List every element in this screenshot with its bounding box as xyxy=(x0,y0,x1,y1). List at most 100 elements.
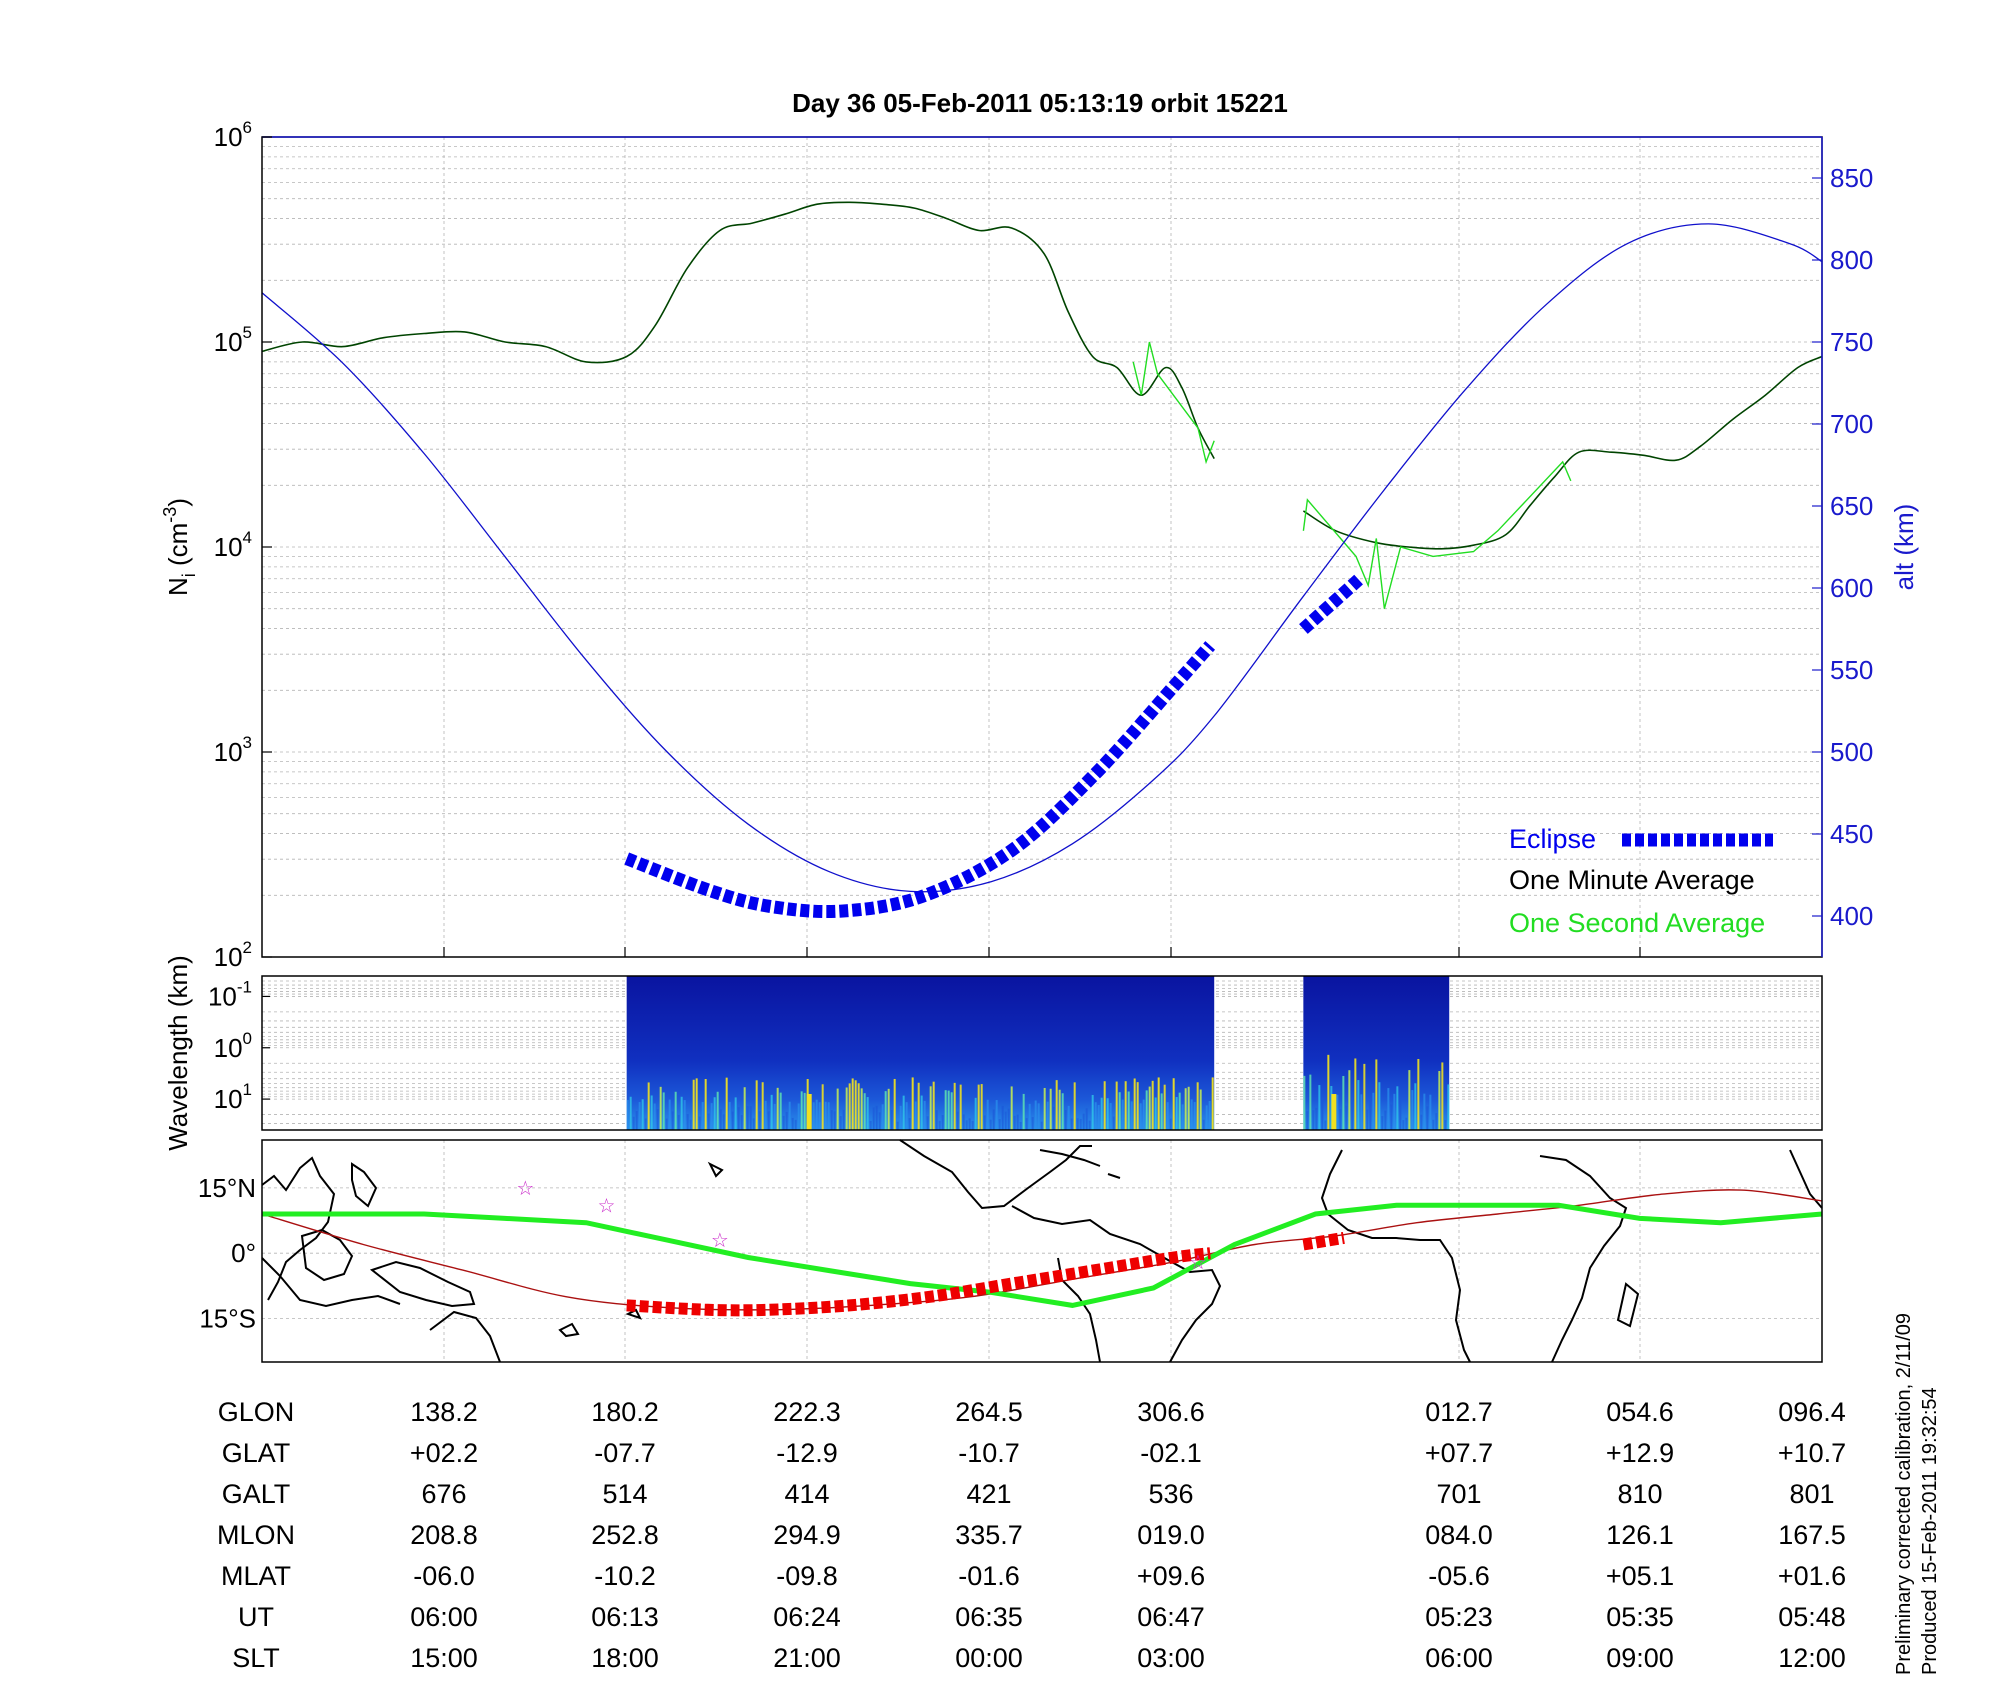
spectrogram-streak xyxy=(1124,1081,1127,1130)
spectrogram-streak xyxy=(1010,1086,1013,1130)
density-tick-base: 10 xyxy=(214,737,243,767)
spectrogram-streak xyxy=(1309,1074,1312,1130)
eclipse-map-marker xyxy=(1302,1231,1345,1251)
spectrogram-streak xyxy=(881,1104,884,1130)
ephemeris-cell: +12.9 xyxy=(1606,1438,1674,1468)
spectrogram-streak xyxy=(629,1096,632,1130)
ephemeris-cell: -10.7 xyxy=(958,1438,1020,1468)
spectrogram-streak xyxy=(950,1092,953,1130)
spectrogram-streak xyxy=(770,1094,773,1130)
spectrogram-streak xyxy=(1133,1078,1136,1130)
spectrogram-streak xyxy=(1348,1070,1351,1130)
spectrogram-streak xyxy=(725,1077,728,1130)
ephemeris-cell: 05:23 xyxy=(1425,1602,1493,1632)
spectrogram-streak xyxy=(833,1111,836,1130)
density-y-label-rest: (cm xyxy=(163,523,193,574)
spectrogram-streak xyxy=(962,1114,965,1130)
spectrogram-streak xyxy=(683,1100,686,1130)
spectrogram-streak xyxy=(1387,1088,1390,1130)
ephemeris-cell: 536 xyxy=(1148,1479,1193,1509)
spectrogram-streak xyxy=(1366,1109,1369,1130)
ephemeris-cell: 701 xyxy=(1436,1479,1481,1509)
spectrogram-streak xyxy=(1175,1097,1178,1130)
spectrogram-streak xyxy=(845,1087,848,1130)
altitude-tick-label: 650 xyxy=(1830,491,1873,521)
spectrogram-streak xyxy=(773,1103,776,1130)
coast-india xyxy=(1789,1149,1823,1209)
spectrogram-streak xyxy=(1357,1080,1360,1130)
density-series xyxy=(261,201,1823,919)
ephemeris-row-label: GALT xyxy=(222,1479,291,1509)
spectrogram-streak xyxy=(854,1080,857,1130)
spectrogram-streak xyxy=(1028,1103,1031,1130)
spectrogram-streak xyxy=(689,1119,692,1130)
spectrogram-streak xyxy=(941,1115,944,1130)
density-tick-base: 10 xyxy=(214,122,243,152)
spectrogram-streak xyxy=(1166,1102,1169,1130)
spectrogram-streak xyxy=(635,1111,638,1130)
ephemeris-cell: 00:00 xyxy=(955,1643,1023,1673)
spectrogram-streak xyxy=(1001,1105,1004,1130)
spectrogram-streak xyxy=(971,1121,974,1130)
spectrogram-streak xyxy=(1097,1105,1100,1130)
spectrogram-streak xyxy=(764,1100,767,1130)
ephemeris-cell: 801 xyxy=(1789,1479,1834,1509)
spectrogram-streak xyxy=(1351,1100,1354,1130)
star-marker: ☆ xyxy=(597,1195,615,1217)
spectrogram-streak xyxy=(1049,1088,1052,1130)
spectrogram-streak xyxy=(638,1102,641,1130)
density-tick-label: 105 xyxy=(214,323,252,357)
legend-eclipse: Eclipse xyxy=(1509,824,1596,854)
coast-africa-east xyxy=(1539,1155,1628,1363)
map-tick-label: 15°N xyxy=(198,1173,256,1203)
spectrogram-streak xyxy=(872,1107,875,1130)
map-tick-label: 15°S xyxy=(199,1303,256,1333)
spectrogram-streak xyxy=(1184,1088,1187,1130)
spectrogram-streak xyxy=(1004,1111,1007,1130)
star-marker: ☆ xyxy=(711,1230,729,1252)
spectrogram-streak xyxy=(1178,1092,1181,1130)
spectrogram-streak xyxy=(1154,1097,1157,1130)
ephemeris-cell: 252.8 xyxy=(591,1520,659,1550)
spectrogram-streak xyxy=(791,1117,794,1130)
spectrogram-streak xyxy=(1432,1119,1435,1130)
density-tick-label: 102 xyxy=(214,938,252,972)
spectrogram-streak xyxy=(830,1110,833,1130)
altitude-line xyxy=(261,223,1823,893)
spectrogram-streak xyxy=(1336,1094,1339,1130)
spectrogram-streak xyxy=(995,1100,998,1130)
density-y-label-sup: -3 xyxy=(160,507,180,523)
spectrogram-streak xyxy=(1345,1105,1348,1130)
spectrogram-tick-label: 10-1 xyxy=(208,977,252,1011)
spectrogram-streak xyxy=(686,1114,689,1130)
one-second-average-line xyxy=(1302,460,1572,609)
spectrogram-streak xyxy=(1420,1114,1423,1130)
spectrogram-streak xyxy=(803,1092,806,1130)
spectrogram-streak xyxy=(1118,1092,1121,1130)
map-frame xyxy=(261,1139,1823,1363)
eclipse-marker xyxy=(1299,573,1365,634)
spectrogram-streak xyxy=(1438,1071,1441,1130)
spectrogram-streak xyxy=(887,1088,890,1130)
spectrogram-streak xyxy=(914,1101,917,1130)
ephemeris-cell: 514 xyxy=(602,1479,647,1509)
density-tick-exp: 6 xyxy=(243,118,252,137)
spectrogram-streak xyxy=(653,1103,656,1130)
spectrogram-streak xyxy=(1405,1117,1408,1130)
spectrogram-streak xyxy=(779,1092,782,1130)
density-tick-label: 106 xyxy=(214,118,252,152)
ephemeris-row-label: UT xyxy=(238,1602,274,1632)
spectrogram-streak xyxy=(944,1090,947,1130)
density-tick-exp: 4 xyxy=(243,528,252,547)
ephemeris-cell: 810 xyxy=(1617,1479,1662,1509)
spectrogram-streak xyxy=(1408,1070,1411,1130)
spectrogram-streak xyxy=(692,1079,695,1130)
spectrogram-streak xyxy=(875,1105,878,1130)
coastlines xyxy=(261,1139,1823,1363)
one-minute-average-line xyxy=(261,201,1215,459)
spectrogram-streak xyxy=(731,1111,734,1130)
altitude-tick-label: 700 xyxy=(1830,409,1873,439)
